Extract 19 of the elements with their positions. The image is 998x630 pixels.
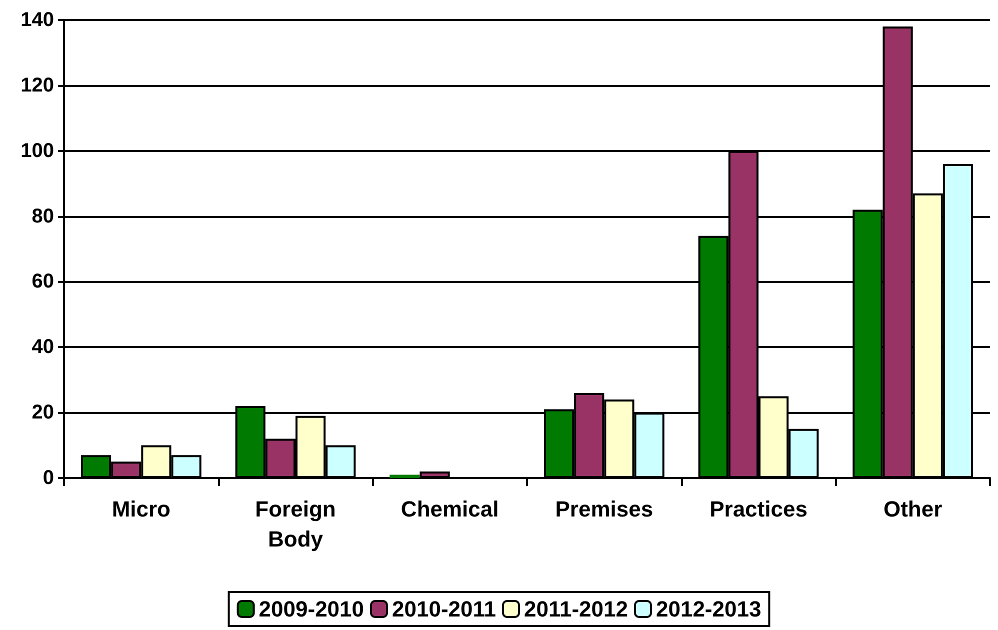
legend-label: 2011-2012 [524, 596, 628, 622]
x-tick-label: Foreign Body [255, 496, 336, 552]
y-tick-label: 80 [32, 205, 54, 228]
x-tick-label: Premises [555, 496, 654, 522]
legend-label: 2010-2011 [392, 596, 496, 622]
x-tick-label: Chemical [400, 496, 499, 522]
x-tick-label: Practices [710, 496, 808, 522]
y-tick-label: 20 [32, 402, 54, 424]
y-tick-label: 140 [20, 9, 54, 31]
y-tick-label: 40 [32, 336, 54, 358]
y-tick-label: 120 [20, 74, 54, 96]
x-tick-label: Micro [112, 496, 171, 522]
legend-label: 2012-2013 [656, 596, 762, 622]
y-tick-label: 60 [32, 270, 54, 293]
bar [390, 474, 420, 478]
y-tick-label: 100 [20, 140, 54, 162]
x-tick-label: Other [883, 496, 943, 522]
y-tick-label: 0 [42, 467, 54, 489]
legend-label: 2009-2010 [258, 596, 364, 622]
